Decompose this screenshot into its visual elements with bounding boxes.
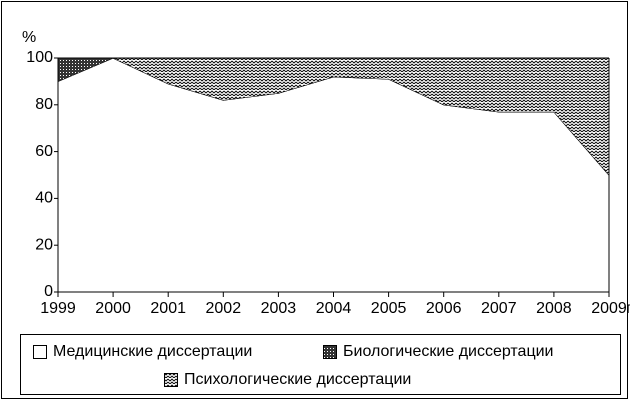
x-tick-label: 2008 (536, 300, 572, 317)
legend-swatch (33, 345, 47, 359)
x-tick-label: 2000 (95, 300, 131, 317)
y-tick-label: 0 (44, 283, 53, 300)
x-tick-label: 2004 (316, 300, 352, 317)
legend (20, 334, 621, 395)
legend-swatch (164, 373, 178, 387)
x-tick-label: 2003 (261, 300, 297, 317)
x-axis-unit: г (626, 300, 630, 317)
y-axis-label: % (22, 29, 36, 46)
area (58, 58, 609, 292)
y-tick-label: 100 (26, 49, 53, 66)
x-tick-label: 1999 (40, 300, 76, 317)
x-tick-label: 2001 (150, 300, 186, 317)
legend-label: Медицинские диссертации (53, 343, 252, 360)
x-tick-label: 2007 (481, 300, 517, 317)
area (58, 58, 609, 175)
y-tick-label: 80 (35, 96, 53, 113)
y-tick-label: 20 (35, 236, 53, 253)
y-tick-label: 40 (35, 190, 53, 207)
x-tick-label: 2006 (426, 300, 462, 317)
legend-label: Психологические диссертации (184, 371, 411, 388)
x-tick-label: 2005 (371, 300, 407, 317)
x-tick-label: 2009 (591, 300, 627, 317)
y-tick-label: 60 (35, 143, 53, 160)
x-tick-label: 2002 (206, 300, 242, 317)
legend-swatch (323, 345, 337, 359)
legend-label: Биологические диссертации (343, 343, 554, 360)
